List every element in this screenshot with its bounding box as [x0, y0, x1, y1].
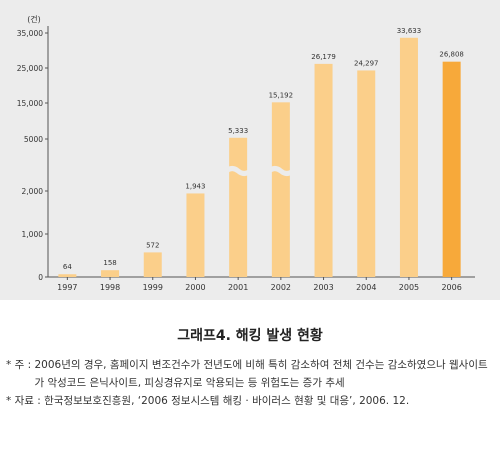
bar-value-label: 15,192 [269, 91, 294, 99]
bar-value-label: 572 [146, 241, 159, 249]
bar-value-label: 33,633 [397, 27, 422, 35]
x-tick-label: 1999 [143, 283, 163, 292]
bar [314, 63, 333, 277]
bar [186, 193, 205, 277]
y-tick-label: 2,000 [22, 187, 44, 196]
x-tick-label: 2001 [228, 283, 248, 292]
bar [399, 37, 418, 277]
x-tick-label: 1998 [100, 283, 120, 292]
chart-panel: (건) 0 1,000 2,000 5000 15,000 25,000 35,000 64 19… [0, 0, 500, 300]
bar-value-label: 64 [63, 263, 72, 271]
x-tick-label: 2004 [356, 283, 376, 292]
y-tick-label: 15,000 [17, 99, 43, 108]
note-comment: * 주 : 2006년의 경우, 홈페이지 변조건수가 전년도에 비해 특히 감… [6, 356, 496, 392]
y-tick-label: 25,000 [17, 64, 43, 73]
bar [357, 70, 376, 277]
x-tick-label: 2005 [399, 283, 419, 292]
x-tick-label: 1997 [57, 283, 77, 292]
note-source-prefix: * 자료 : [6, 395, 45, 407]
bar-value-label: 5,333 [228, 127, 248, 135]
bar [58, 274, 77, 277]
x-tick-label: 2002 [271, 283, 291, 292]
bar-value-label: 26,179 [311, 53, 336, 61]
axis-break-mark [224, 166, 252, 176]
bar [101, 270, 120, 277]
bar [442, 61, 461, 278]
x-tick-label: 2000 [185, 283, 205, 292]
note-comment-text: 2006년의 경우, 홈페이지 변조건수가 전년도에 비해 특히 감소하여 전체… [34, 359, 488, 389]
bar-value-label: 26,808 [439, 51, 464, 59]
bar-chart: (건) 0 1,000 2,000 5000 15,000 25,000 35,000 64 19… [17, 14, 475, 292]
bar [143, 252, 162, 277]
axis-break-mark [267, 166, 295, 176]
note-source: * 자료 : 한국정보보호진흥원, ‘2006 정보시스템 해킹 · 바이러스 … [6, 392, 496, 410]
x-tick-label: 2006 [441, 283, 461, 292]
chart-caption: 그래프4. 해킹 발생 현황 [177, 328, 323, 344]
bar [229, 137, 248, 277]
note-source-text: 한국정보보호진흥원, ‘2006 정보시스템 해킹 · 바이러스 현황 및 대응… [44, 395, 410, 407]
bar [271, 102, 290, 277]
y-tick-label: 0 [38, 273, 43, 282]
y-tick-label: 35,000 [17, 29, 43, 38]
y-tick-label: 5000 [24, 135, 43, 144]
x-tick-label: 2003 [313, 283, 333, 292]
y-tick-label: 1,000 [22, 230, 44, 239]
y-unit-label: (건) [27, 14, 41, 24]
bar-value-label: 24,297 [354, 59, 379, 67]
note-comment-prefix: * 주 : [6, 359, 35, 371]
notes: * 주 : 2006년의 경우, 홈페이지 변조건수가 전년도에 비해 특히 감… [6, 356, 496, 410]
bar-value-label: 158 [103, 259, 116, 267]
bar-value-label: 1,943 [185, 182, 205, 190]
